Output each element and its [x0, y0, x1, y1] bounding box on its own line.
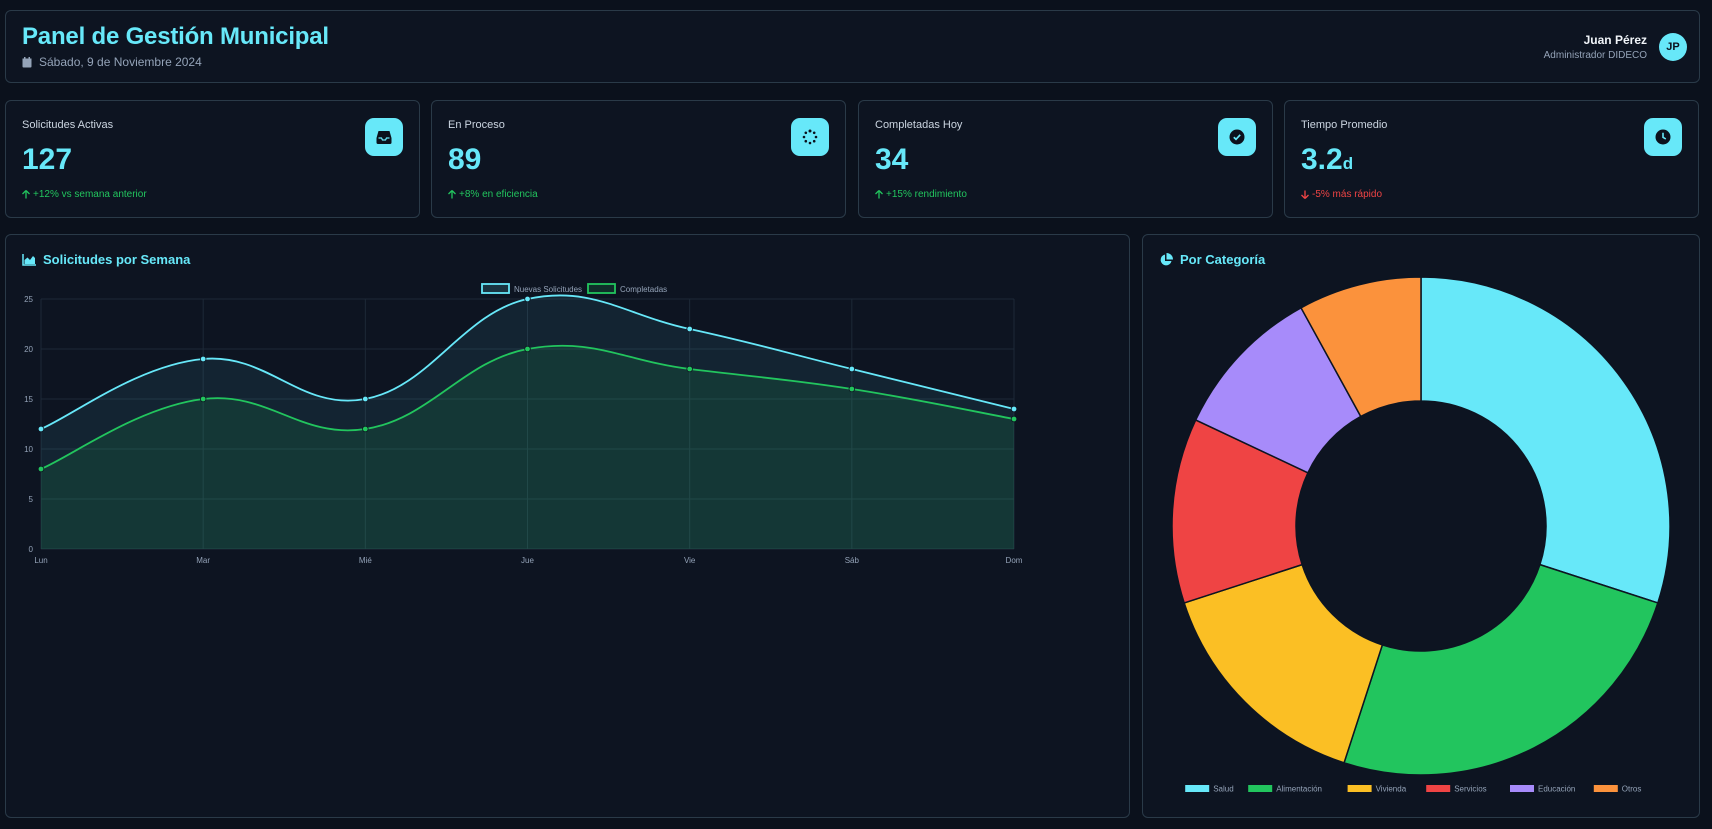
legend-label: Salud [1213, 785, 1233, 794]
legend-label: Completadas [620, 285, 667, 294]
stat-trend: +15% rendimiento [875, 189, 967, 200]
panel-title: Por Categoría [1159, 252, 1265, 267]
line-chart: 0 5 10 15 20 25 Lun Mar Mié Jue Vie Sáb Dom Nuevas So… [24, 283, 1023, 565]
y-tick-label: 25 [24, 295, 33, 304]
weekly-requests-panel: Solicitudes por Semana 0 5 10 15 20 25 Lun Mar M… [5, 234, 1130, 818]
stat-value: 3.2d [1301, 143, 1354, 176]
date-text: Sábado, 9 de Noviembre 2024 [39, 55, 202, 69]
data-point [362, 395, 369, 403]
donut-slice-otros [1300, 276, 1422, 418]
chart-pie-icon [1160, 252, 1173, 265]
legend-swatch [1347, 785, 1372, 792]
data-point [37, 425, 45, 433]
y-tick-label: 20 [24, 345, 33, 354]
stat-value: 34 [875, 143, 909, 176]
stat-card-avg-time: Tiempo Promedio 3.2d -5% más rápido [1284, 100, 1699, 218]
stat-value: 89 [448, 143, 482, 176]
legend-label: Servicios [1454, 785, 1486, 794]
arrow-up-icon [448, 190, 456, 199]
legend-label: Otros [1622, 785, 1642, 794]
data-point [686, 365, 693, 373]
user-role: Administrador DIDECO [1543, 50, 1647, 61]
x-tick-label: Dom [1006, 556, 1023, 565]
x-tick-label: Mar [196, 556, 210, 565]
legend-swatch [481, 283, 510, 294]
donut-slice-alimentación [1343, 563, 1659, 776]
legend-label: Educación [1538, 785, 1575, 794]
stat-label: Completadas Hoy [875, 119, 963, 131]
data-point [848, 365, 856, 373]
legend-swatch [587, 283, 616, 294]
y-tick-label: 0 [29, 545, 34, 554]
stat-label: Solicitudes Activas [22, 119, 114, 131]
legend-swatch [1185, 785, 1210, 792]
x-tick-label: Jue [521, 556, 534, 565]
legend-label: Nuevas Solicitudes [514, 285, 582, 294]
category-panel: Por Categoría Salud Alimentación Vivienda S… [1142, 234, 1700, 818]
y-tick-label: 5 [29, 495, 34, 504]
arrow-down-icon [1301, 190, 1309, 199]
user-name: Juan Pérez [1583, 33, 1647, 47]
legend-swatch [1426, 785, 1451, 792]
page-title: Panel de Gestión Municipal [22, 23, 329, 50]
series-area [41, 345, 1014, 549]
arrow-up-icon [22, 190, 30, 199]
spinner-icon [791, 118, 829, 156]
stat-trend: +12% vs semana anterior [22, 189, 147, 200]
x-tick-label: Lun [34, 556, 47, 565]
stat-card-completed: Completadas Hoy 34 +15% rendimiento [858, 100, 1273, 218]
data-point [524, 345, 531, 353]
stat-trend: +8% en eficiencia [448, 189, 538, 200]
data-point [199, 395, 207, 403]
date-display: Sábado, 9 de Noviembre 2024 [22, 55, 202, 69]
x-tick-label: Vie [684, 556, 696, 565]
data-point [199, 355, 207, 363]
arrow-up-icon [875, 190, 883, 199]
inbox-icon [365, 118, 403, 156]
stat-label: Tiempo Promedio [1301, 119, 1388, 131]
clock-icon [1644, 118, 1682, 156]
data-point [1010, 415, 1018, 423]
y-tick-label: 15 [24, 395, 33, 404]
stat-card-active: Solicitudes Activas 127 +12% vs semana a… [5, 100, 420, 218]
donut-slice-salud [1420, 276, 1671, 604]
data-point [848, 385, 856, 393]
stat-unit: d [1342, 154, 1354, 173]
donut-chart: Salud Alimentación Vivienda Servicios Educac… [1171, 276, 1671, 794]
header: Panel de Gestión Municipal Sábado, 9 de … [5, 10, 1700, 83]
chart-area-icon [22, 253, 36, 266]
user-info[interactable]: Juan Pérez Administrador DIDECO [1544, 33, 1647, 61]
legend-swatch [1510, 785, 1534, 792]
check-circle-icon [1218, 118, 1256, 156]
series-area [41, 295, 1014, 549]
y-tick-label: 10 [24, 445, 33, 454]
data-point [524, 295, 531, 303]
calendar-icon [22, 56, 32, 67]
donut-slice-vivienda [1183, 563, 1384, 764]
data-point [686, 325, 693, 333]
legend-swatch [1593, 785, 1618, 792]
stat-trend: -5% más rápido [1301, 189, 1382, 200]
x-tick-label: Sáb [845, 556, 860, 565]
panel-title: Solicitudes por Semana [22, 252, 190, 267]
data-point [1010, 405, 1018, 413]
x-tick-label: Mié [359, 556, 372, 565]
legend-label: Alimentación [1276, 785, 1322, 794]
stat-label: En Proceso [448, 119, 505, 131]
legend-label: Vivienda [1376, 785, 1407, 794]
stat-card-in-process: En Proceso 89 +8% en eficiencia [431, 100, 846, 218]
legend-swatch [1248, 785, 1273, 792]
avatar[interactable]: JP [1659, 33, 1687, 61]
data-point [37, 465, 45, 473]
stat-value: 127 [22, 143, 73, 176]
data-point [362, 425, 369, 433]
